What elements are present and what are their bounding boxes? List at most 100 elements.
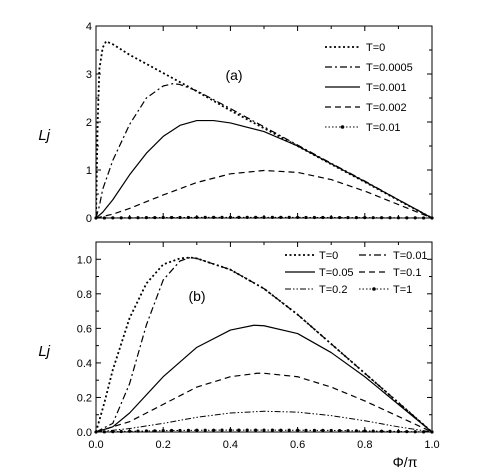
series-marker [346, 429, 350, 433]
series-marker [279, 215, 283, 219]
series-marker [245, 428, 249, 432]
series-marker [220, 428, 224, 432]
series-marker [371, 429, 375, 433]
series-marker [296, 215, 300, 220]
series-marker [312, 428, 316, 432]
series-marker [304, 428, 308, 432]
x-tick-label: 0.8 [357, 439, 372, 451]
series-marker [287, 215, 291, 220]
series-marker [111, 216, 115, 220]
series-marker [422, 216, 426, 220]
series-marker [405, 216, 409, 220]
series-marker [228, 428, 232, 432]
series-line-t0.2 [96, 410, 432, 432]
legend-label: T=0.01 [393, 250, 428, 262]
x-tick-label: 1.0 [424, 439, 439, 451]
series-marker [363, 216, 367, 220]
x-axis-label: Φ/π [393, 454, 418, 470]
legend-label: T=0.0005 [366, 62, 413, 74]
y-tick-label: 1 [86, 165, 92, 177]
series-marker [212, 215, 216, 219]
series-marker [262, 428, 266, 432]
series-marker [94, 216, 98, 220]
series-marker [312, 215, 316, 220]
series-marker [195, 215, 199, 220]
legend-label: T=0.1 [393, 267, 421, 279]
y-tick-label: 1.0 [77, 254, 92, 266]
series-line-t0 [96, 256, 432, 432]
series-marker [186, 428, 190, 432]
series-marker [262, 215, 266, 219]
chart-panel-a: 0 1 2 3 4 Lj (a) T=0 T=0.0005 T=0.001 T=0.002 T=0.0… [38, 21, 434, 225]
legend-label: T=0 [319, 250, 338, 262]
series-marker [212, 428, 216, 432]
series-marker [338, 428, 342, 433]
series-line-t0.01 [96, 256, 432, 432]
series-line-t0 [96, 40, 432, 218]
series-marker [136, 429, 140, 433]
x-tick-label: 0.4 [223, 439, 238, 451]
legend-label: T=1 [393, 284, 412, 296]
legend-marker [372, 287, 376, 291]
series-marker [170, 215, 174, 220]
series-line-t0.001 [96, 119, 432, 218]
y-tick-label: 0.8 [77, 289, 92, 301]
y-axis-label: Lj [38, 343, 50, 360]
series-marker [346, 215, 350, 220]
plot-frame [95, 241, 433, 433]
series-marker [279, 428, 283, 432]
series-marker [170, 428, 174, 433]
series-line-t0.1 [96, 372, 432, 432]
series-marker [413, 216, 417, 220]
legend-marker [340, 125, 345, 129]
series-marker [203, 428, 207, 432]
series-marker [136, 216, 140, 220]
series-marker [396, 429, 400, 434]
y-tick-label: 3 [86, 69, 92, 81]
series-marker [128, 216, 132, 220]
y-tick-label: 4 [86, 21, 92, 33]
series-marker [102, 430, 106, 434]
legend-label: T=0.001 [366, 82, 407, 94]
series-marker [195, 428, 199, 432]
y-tick-label: 0.2 [77, 392, 92, 404]
series-marker [178, 215, 182, 220]
panel-label: (a) [225, 67, 242, 83]
legend-label: T=0.01 [366, 122, 401, 134]
series-marker [396, 216, 400, 220]
series-marker [228, 215, 232, 219]
series-marker [270, 215, 274, 219]
y-tick-label: 0 [86, 213, 92, 225]
series-marker [111, 430, 115, 434]
legend-label: T=0 [366, 42, 385, 54]
series-marker [388, 216, 392, 220]
series-marker [304, 215, 308, 220]
series-marker [270, 428, 274, 432]
x-tick-label: 0.6 [290, 439, 305, 451]
y-tick-label: 0.6 [77, 323, 92, 335]
series-marker [380, 216, 384, 220]
series-marker [161, 215, 165, 220]
series-marker [321, 428, 325, 433]
series-marker [237, 428, 241, 432]
series-line-t0.05 [96, 324, 432, 432]
series-marker [380, 429, 384, 433]
series-marker [354, 429, 358, 433]
series-marker [119, 216, 123, 220]
series-marker [161, 429, 165, 433]
series-marker [94, 430, 98, 434]
legend-label: T=0.05 [319, 267, 354, 279]
y-tick-label: 0.0 [77, 427, 92, 439]
chart-panel-b: 0.0 0.2 0.4 0.6 0.8 1.0 0.0 0.2 0.4 0.6 0.8 1.0 Lj Φ/… [38, 241, 440, 470]
series-marker [237, 215, 241, 219]
series-line-t0.002 [96, 169, 432, 218]
series-marker [430, 430, 434, 434]
series-marker [203, 215, 207, 220]
series-marker [153, 215, 157, 220]
series-marker [128, 429, 132, 433]
series-marker [371, 216, 375, 220]
series-marker [329, 428, 333, 433]
series-marker [153, 429, 157, 433]
series-marker [102, 216, 106, 220]
